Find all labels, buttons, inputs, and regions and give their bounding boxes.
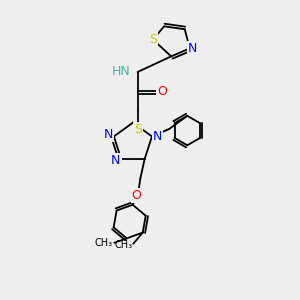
Text: N: N — [188, 42, 197, 55]
Text: N: N — [111, 154, 121, 167]
Text: S: S — [134, 123, 142, 136]
Text: N: N — [153, 130, 162, 143]
Text: HN: HN — [112, 65, 130, 79]
Text: CH₃: CH₃ — [115, 240, 133, 250]
Text: O: O — [131, 189, 141, 202]
Text: CH₃: CH₃ — [95, 238, 113, 248]
Text: O: O — [158, 85, 167, 98]
Text: N: N — [104, 128, 113, 142]
Text: S: S — [149, 33, 157, 46]
